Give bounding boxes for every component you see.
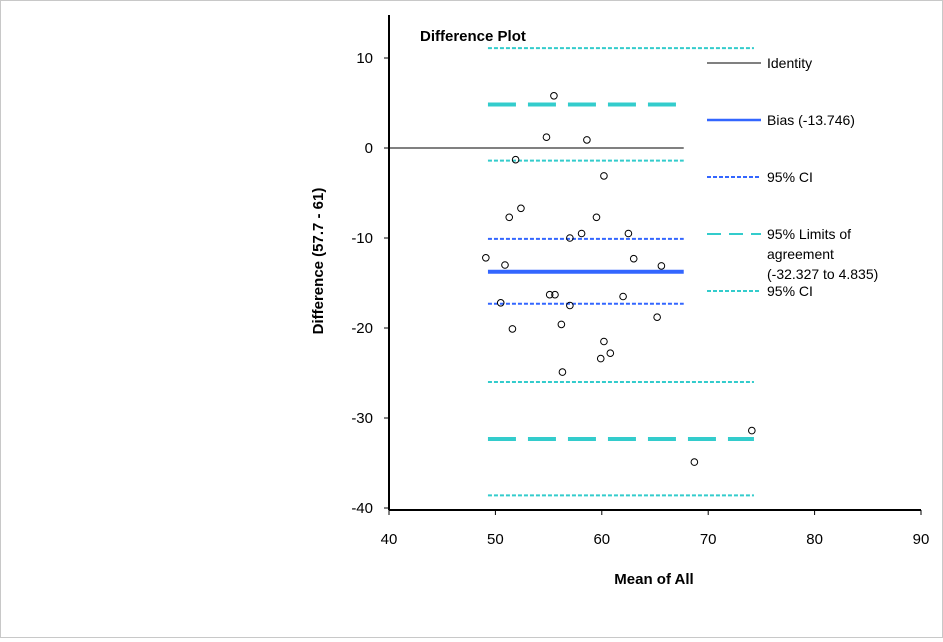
data-point	[592, 213, 601, 222]
x-axis-label: Mean of All	[614, 571, 693, 588]
data-points	[482, 92, 756, 466]
data-point	[505, 213, 514, 222]
data-point	[551, 290, 559, 299]
data-point	[596, 354, 605, 363]
data-point	[606, 349, 615, 358]
legend-label: agreement	[767, 246, 834, 262]
data-point	[583, 136, 591, 144]
data-point	[545, 290, 554, 299]
axis-ticks: 10 0 -10 -20 -30 -40 40 50 60 70 80 90	[351, 50, 929, 548]
data-point	[558, 368, 567, 376]
x-tick-label: 80	[806, 531, 823, 548]
y-tick-label: -20	[351, 320, 373, 337]
data-point	[600, 337, 608, 346]
x-tick-label: 40	[381, 531, 398, 548]
legend-label: (-32.327 to 4.835)	[767, 266, 878, 282]
x-tick-label: 50	[487, 531, 504, 548]
legend-label: Identity	[767, 55, 812, 71]
data-point	[600, 172, 608, 180]
data-point	[501, 261, 509, 269]
y-axis-label: Difference (57.7 - 61)	[310, 188, 327, 335]
legend-label: Bias (-13.746)	[767, 112, 855, 128]
data-point	[482, 253, 490, 262]
y-tick-label: 0	[365, 140, 373, 157]
legend: Identity Bias (-13.746) 95% CI 95% Limits o…	[707, 55, 878, 299]
data-point	[557, 320, 566, 329]
chart-title: Difference Plot	[420, 28, 526, 45]
data-point	[653, 313, 661, 322]
data-point	[566, 234, 574, 242]
data-point	[748, 426, 756, 435]
y-tick-label: 10	[356, 50, 373, 67]
data-point	[577, 229, 586, 238]
data-point	[511, 155, 520, 164]
x-tick-label: 90	[913, 531, 930, 548]
data-point	[550, 92, 558, 100]
y-tick-label: -10	[351, 230, 373, 247]
x-tick-label: 60	[593, 531, 610, 548]
data-point	[657, 262, 666, 270]
y-tick-label: -30	[351, 410, 373, 427]
legend-label: 95% CI	[767, 169, 813, 185]
data-point	[496, 299, 505, 307]
reference-lines	[389, 47, 754, 497]
data-point	[542, 133, 551, 141]
data-point	[629, 254, 638, 263]
data-point	[566, 301, 574, 310]
legend-label: 95% Limits of	[767, 226, 851, 242]
data-point	[690, 458, 699, 466]
data-point	[517, 204, 525, 213]
data-point	[624, 229, 633, 238]
x-tick-label: 70	[700, 531, 717, 548]
y-tick-label: -40	[351, 500, 373, 517]
data-point	[619, 292, 627, 301]
legend-label: 95% CI	[767, 283, 813, 299]
data-point	[508, 325, 517, 333]
